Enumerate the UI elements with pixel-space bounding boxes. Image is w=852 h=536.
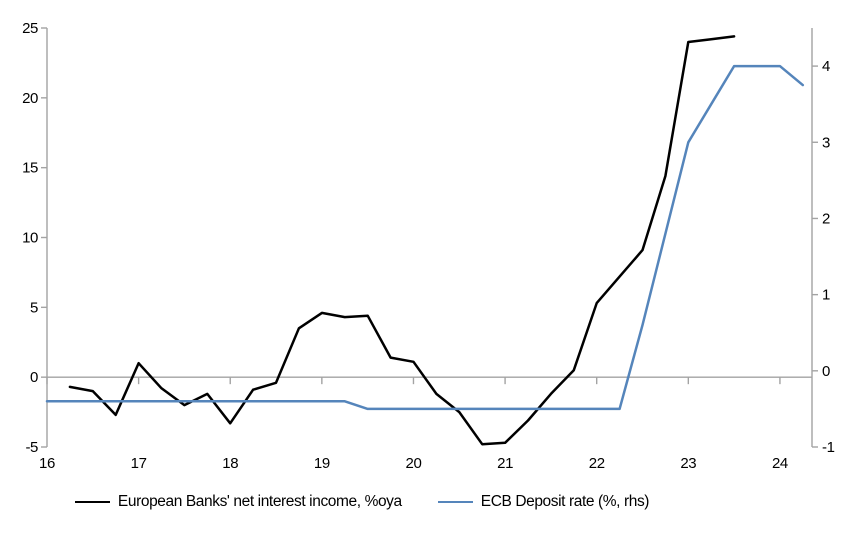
blue-line-swatch bbox=[437, 501, 473, 503]
black-line-swatch bbox=[74, 501, 110, 503]
legend-item-ecb-deposit-rate: ECB Deposit rate (%, rhs) bbox=[437, 493, 650, 511]
series-line-banks-nii bbox=[68, 35, 736, 446]
x-axis-tick-label: 18 bbox=[222, 455, 238, 472]
x-axis-tick-label: 24 bbox=[772, 455, 788, 472]
left-axis-tick-label: 10 bbox=[22, 230, 38, 247]
left-axis-tick-label: 25 bbox=[22, 20, 38, 37]
x-axis-tick-label: 22 bbox=[589, 455, 605, 472]
x-axis-tick-label: 17 bbox=[131, 455, 147, 472]
right-axis-tick-label: -1 bbox=[822, 439, 835, 456]
x-axis-tick-label: 16 bbox=[39, 455, 55, 472]
series-line-ecb-deposit-rate bbox=[45, 64, 805, 411]
x-axis-tick-label: 21 bbox=[497, 455, 513, 472]
legend-label-banks-nii: European Banks' net interest income, %oy… bbox=[117, 493, 402, 510]
legend-label-ecb-deposit-rate: ECB Deposit rate (%, rhs) bbox=[480, 493, 650, 510]
left-axis-tick-label: 5 bbox=[30, 299, 38, 316]
left-axis-tick-label: 0 bbox=[30, 369, 38, 386]
left-axis-tick-label: -5 bbox=[25, 439, 38, 456]
x-axis-tick-label: 23 bbox=[680, 455, 696, 472]
left-axis-tick-label: 20 bbox=[22, 90, 38, 107]
right-axis-tick-label: 3 bbox=[822, 134, 830, 151]
left-axis-tick-label: 15 bbox=[22, 160, 38, 177]
legend-item-banks-nii: European Banks' net interest income, %oy… bbox=[74, 493, 402, 511]
right-axis-tick-label: 4 bbox=[822, 58, 830, 75]
x-axis-tick-label: 20 bbox=[406, 455, 422, 472]
chart-legend: European Banks' net interest income, %oy… bbox=[0, 493, 788, 511]
right-axis-tick-label: 2 bbox=[822, 210, 830, 227]
x-axis-tick-label: 19 bbox=[314, 455, 330, 472]
right-axis-tick-label: 0 bbox=[822, 363, 830, 380]
right-axis-tick-label: 1 bbox=[822, 287, 830, 304]
